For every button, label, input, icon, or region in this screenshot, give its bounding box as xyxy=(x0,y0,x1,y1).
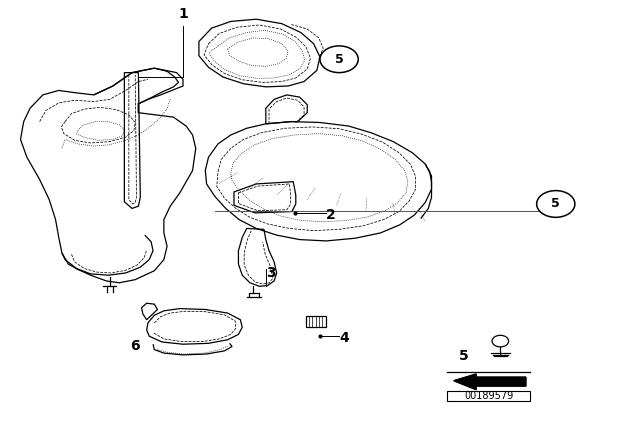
Text: 3: 3 xyxy=(266,266,275,280)
Text: 1: 1 xyxy=(178,8,188,22)
Text: 5: 5 xyxy=(335,53,344,66)
Text: 00189579: 00189579 xyxy=(464,391,513,401)
Text: 2: 2 xyxy=(326,208,336,222)
Circle shape xyxy=(537,190,575,217)
Text: 6: 6 xyxy=(131,340,140,353)
FancyBboxPatch shape xyxy=(447,391,531,401)
Polygon shape xyxy=(454,374,526,390)
Text: 5: 5 xyxy=(552,198,560,211)
Text: 4: 4 xyxy=(339,331,349,345)
Text: 5: 5 xyxy=(458,349,468,363)
Circle shape xyxy=(320,46,358,73)
